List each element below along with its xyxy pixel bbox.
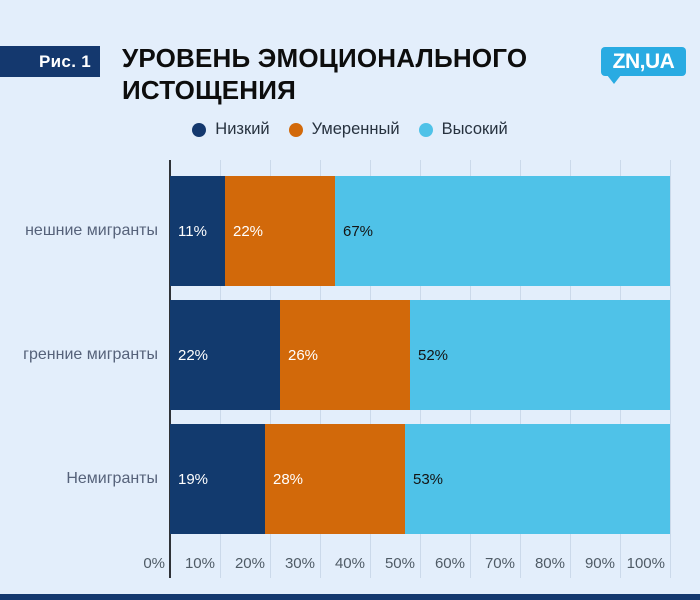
data-label: 26%: [288, 346, 319, 364]
x-tick-label-90%: 90%: [584, 555, 615, 572]
chart-legend: Низкий Умеренный Высокий: [0, 120, 700, 139]
title-line-2: ИСТОЩЕНИЯ: [122, 75, 297, 105]
x-tick-label-30%: 30%: [284, 555, 315, 572]
data-label: 67%: [343, 222, 374, 240]
x-tick-label-40%: 40%: [334, 555, 365, 572]
x-tick-label-60%: 60%: [434, 555, 465, 572]
data-label: 19%: [178, 470, 209, 488]
category-label-3: Немигранты: [66, 470, 158, 487]
x-tick-label-80%: 80%: [534, 555, 565, 572]
x-tick-label-70%: 70%: [484, 555, 515, 572]
bar-segment-низкий: 22%: [170, 300, 280, 410]
data-label: 11%: [178, 222, 207, 240]
bar-segment-умеренный: 22%: [225, 176, 335, 286]
bar-segment-умеренный: 26%: [280, 300, 410, 410]
legend-item-3: Высокий: [418, 120, 508, 139]
x-tick-label-0%: 0%: [143, 555, 165, 572]
x-tick-label-20%: 20%: [234, 555, 265, 572]
figure-number-badge: Рис. 1: [0, 46, 100, 77]
legend-swatch-icon: [288, 122, 303, 137]
category-label-1: нешние мигранты: [25, 222, 158, 239]
legend-swatch-icon: [192, 122, 207, 137]
bar-segment-низкий: 11%: [170, 176, 225, 286]
legend-item-2: Умеренный: [288, 120, 400, 139]
bar-row-1: 11% 22% 67%: [170, 176, 670, 286]
znua-logo-text: ZN,UA: [612, 49, 675, 73]
bar-segment-высокий: 53%: [405, 424, 670, 534]
data-label: 53%: [413, 470, 444, 488]
legend-label: Умеренный: [311, 120, 400, 138]
bar-segment-умеренный: 28%: [265, 424, 405, 534]
title-line-1: УРОВЕНЬ ЭМОЦИОНАЛЬНОГО: [122, 43, 528, 73]
category-label-2: гренние мигранты: [23, 346, 158, 363]
gridline-100%: [670, 160, 671, 578]
bar-segment-низкий: 19%: [170, 424, 265, 534]
x-tick-label-100%: 100%: [626, 555, 665, 572]
bar-row-2: 22% 26% 52%: [170, 300, 670, 410]
data-label: 52%: [418, 346, 449, 364]
data-label: 22%: [233, 222, 264, 240]
legend-swatch-icon: [418, 122, 433, 137]
bar-segment-высокий: 52%: [410, 300, 670, 410]
data-label: 22%: [178, 346, 209, 364]
bar-row-3: 19% 28% 53%: [170, 424, 670, 534]
x-tick-label-10%: 10%: [184, 555, 215, 572]
legend-item-1: Низкий: [192, 120, 270, 139]
page-title: УРОВЕНЬ ЭМОЦИОНАЛЬНОГО ИСТОЩЕНИЯ: [122, 42, 527, 106]
legend-label: Высокий: [441, 120, 508, 138]
bottom-accent-strip: [0, 594, 700, 600]
bar-segment-высокий: 67%: [335, 176, 670, 286]
znua-logo: ZN,UA: [601, 47, 686, 84]
x-tick-label-50%: 50%: [384, 555, 415, 572]
legend-label: Низкий: [215, 120, 270, 138]
data-label: 28%: [273, 470, 304, 488]
